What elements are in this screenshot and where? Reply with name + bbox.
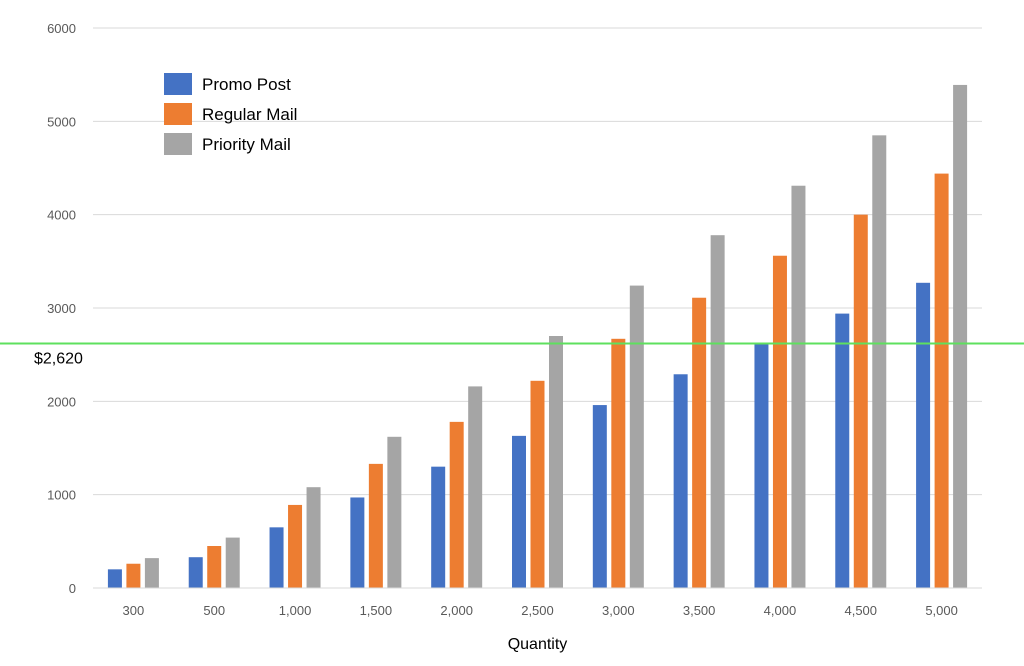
y-tick-label: 2000 [47, 394, 76, 409]
y-axis-ticks: 0 1000 2000 3000 4000 5000 6000 [47, 21, 76, 596]
bar-regular-mail [288, 504, 303, 588]
x-tick-label: 3,500 [683, 603, 716, 618]
bar-priority-mail [791, 185, 806, 588]
reference-line-group: $2,620 [0, 342, 1024, 367]
bar-priority-mail [144, 558, 159, 588]
legend-swatch [164, 133, 192, 155]
legend-swatch [164, 73, 192, 95]
x-tick-label: 4,500 [844, 603, 877, 618]
legend: Promo Post Regular Mail Priority Mail [164, 73, 297, 155]
x-tick-label: 3,000 [602, 603, 635, 618]
bar-promo-post [512, 435, 526, 588]
bar-priority-mail [629, 285, 644, 588]
y-tick-label: 4000 [47, 208, 76, 223]
bar-promo-post [269, 527, 284, 588]
bar-priority-mail [549, 336, 563, 588]
bar-regular-mail [530, 380, 545, 588]
bar-regular-mail [449, 421, 464, 588]
x-tick-label: 4,000 [764, 603, 797, 618]
x-tick-label: 300 [123, 603, 145, 618]
bar-regular-mail [368, 463, 383, 588]
x-axis-title: Quantity [508, 636, 568, 653]
y-tick-label: 1000 [47, 488, 76, 503]
y-tick-label: 5000 [47, 114, 76, 129]
bar-regular-mail [126, 563, 141, 588]
bar-promo-post [592, 405, 607, 588]
bar-priority-mail [387, 436, 402, 588]
x-tick-label: 1,000 [279, 603, 312, 618]
reference-line-label: $2,620 [34, 350, 83, 367]
bar-promo-post [835, 313, 850, 588]
bar-priority-mail [953, 84, 968, 588]
legend-label: Regular Mail [202, 105, 297, 124]
bar-promo-post [431, 466, 446, 588]
legend-label: Priority Mail [202, 135, 291, 154]
bar-regular-mail [853, 214, 868, 588]
y-tick-label: 6000 [47, 21, 76, 36]
x-tick-label: 2,500 [521, 603, 554, 618]
bar-promo-post [188, 557, 203, 588]
bar-priority-mail [710, 235, 725, 588]
bar-promo-post [754, 343, 769, 588]
bar-regular-mail [772, 255, 787, 588]
bar-regular-mail [934, 173, 949, 588]
bar-promo-post [673, 374, 688, 588]
y-tick-label: 3000 [47, 301, 76, 316]
bar-priority-mail [225, 537, 240, 588]
bar-regular-mail [611, 338, 626, 588]
bar-regular-mail [207, 546, 222, 588]
bar-regular-mail [692, 297, 707, 588]
bar-priority-mail [872, 135, 887, 589]
bar-priority-mail [306, 487, 321, 588]
x-tick-label: 500 [203, 603, 225, 618]
x-tick-label: 2,000 [440, 603, 473, 618]
legend-label: Promo Post [202, 75, 291, 94]
gridlines [93, 27, 982, 496]
bar-priority-mail [468, 386, 483, 588]
y-tick-label: 0 [69, 581, 76, 596]
legend-swatch [164, 103, 192, 125]
x-tick-label: 1,500 [360, 603, 393, 618]
bar-promo-post [350, 497, 365, 588]
bar-promo-post [107, 569, 122, 588]
x-tick-label: 5,000 [925, 603, 958, 618]
bars [107, 84, 968, 589]
x-axis-ticks: 300 500 1,000 1,500 2,000 2,500 3,000 3,500 4,00… [123, 603, 958, 618]
bar-promo-post [916, 282, 931, 588]
